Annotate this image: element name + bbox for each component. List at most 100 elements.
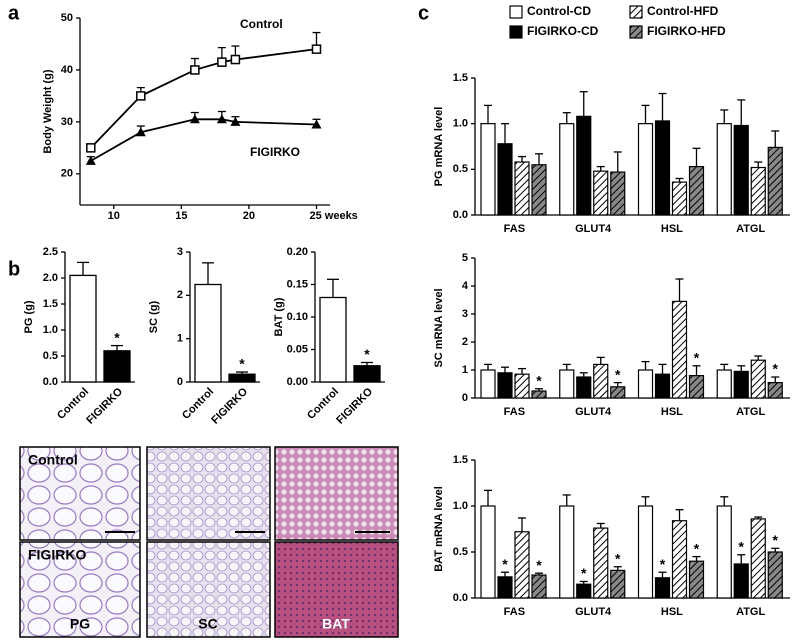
error-bar	[720, 109, 729, 124]
bar	[716, 123, 732, 216]
error-bar	[562, 363, 571, 370]
bar	[531, 574, 547, 599]
panel-label: b	[8, 258, 20, 280]
micrograph	[274, 541, 399, 638]
y-tick-label: 1.0	[453, 500, 468, 512]
bar	[497, 143, 513, 216]
micrograph	[19, 446, 141, 541]
y-tick-label: 4	[462, 280, 469, 292]
bar	[514, 161, 530, 216]
marker	[136, 91, 146, 101]
bar	[559, 123, 575, 216]
error-bar	[77, 261, 89, 276]
y-axis-label: SC (g)	[148, 300, 160, 333]
y-tick-label: 1.0	[453, 118, 468, 130]
error-bar	[720, 496, 729, 506]
bar	[497, 576, 513, 599]
y-tick-label: 50	[61, 12, 73, 24]
x-tick-label: 20	[243, 210, 255, 222]
bar	[69, 274, 97, 383]
error-bar	[202, 262, 214, 285]
bar	[750, 359, 766, 399]
significance: *	[239, 356, 245, 372]
significance: *	[615, 550, 621, 566]
bar	[767, 382, 783, 399]
y-axis-label: BAT (g)	[273, 297, 285, 336]
x-tick-label: HSL	[661, 406, 683, 418]
error-bar	[737, 99, 746, 126]
bar	[733, 124, 749, 216]
y-tick-label: 0.15	[287, 278, 308, 290]
y-axis-label: Body Weight (g)	[42, 69, 54, 153]
error-bar	[518, 367, 526, 375]
y-tick-label: 0	[177, 376, 183, 388]
bar	[688, 165, 705, 216]
x-tick-label: ATGL	[736, 223, 765, 235]
bar	[637, 505, 654, 599]
y-axis-label: BAT mRNA level	[433, 486, 445, 572]
error-bar	[484, 104, 492, 124]
bar	[593, 363, 609, 399]
error-bar	[641, 360, 650, 370]
y-tick-label: 3	[462, 308, 468, 320]
significance: *	[660, 556, 666, 572]
y-axis-label: PG (g)	[23, 300, 35, 333]
y-tick-label: 1.5	[453, 72, 468, 84]
error-bar	[501, 123, 509, 144]
error-bar	[675, 278, 684, 302]
y-tick-label: 1.0	[43, 324, 58, 336]
x-tick-label: FIGIRKO	[84, 385, 125, 426]
x-tick-label: HSL	[661, 606, 683, 618]
x-tick-label: FIGIRKO	[209, 385, 250, 426]
micrograph-column-label: PG	[70, 616, 90, 632]
error-bar	[501, 366, 509, 373]
y-tick-label: 0.0	[43, 376, 58, 388]
marker	[135, 127, 146, 137]
error-bar	[484, 489, 492, 506]
marker	[217, 57, 227, 67]
panel-label: c	[418, 2, 429, 24]
y-axis-label: SC mRNA level	[433, 288, 445, 367]
marker	[85, 155, 96, 165]
bar	[767, 146, 783, 216]
bar	[671, 520, 688, 599]
x-tick-label: 10	[108, 210, 120, 222]
micrograph	[19, 541, 141, 638]
bar	[497, 372, 513, 399]
error-bar	[692, 555, 701, 562]
error-bar	[641, 104, 650, 124]
micrograph	[146, 541, 271, 638]
significance: *	[536, 372, 542, 388]
error-bar	[754, 161, 763, 168]
bar	[688, 560, 705, 599]
bar	[716, 505, 732, 599]
bar	[480, 505, 496, 599]
bar	[767, 551, 783, 599]
bar	[750, 166, 766, 216]
y-tick-label: 0.5	[453, 163, 468, 175]
y-tick-label: 0.5	[453, 546, 468, 558]
error-bar	[501, 571, 509, 577]
significance: *	[773, 532, 779, 548]
y-tick-label: 20	[61, 168, 73, 180]
error-bar	[596, 356, 605, 365]
significance: *	[536, 557, 542, 573]
bar	[593, 170, 609, 216]
error-bar	[613, 566, 622, 571]
error-bar	[720, 363, 729, 370]
x-tick-label: FAS	[504, 606, 525, 618]
bar	[531, 390, 547, 399]
error-bar	[692, 365, 701, 376]
bar	[576, 115, 592, 216]
bar	[593, 527, 609, 599]
marker	[311, 119, 322, 129]
bar	[733, 370, 749, 399]
bar	[353, 365, 381, 383]
y-tick-label: 0.20	[287, 246, 308, 258]
legend-label: FIGIRKO-CD	[527, 24, 599, 38]
bar	[576, 376, 592, 399]
y-tick-label: 0.5	[43, 350, 58, 362]
y-tick-label: 30	[61, 116, 73, 128]
significance: *	[694, 350, 700, 366]
bar	[733, 563, 749, 599]
